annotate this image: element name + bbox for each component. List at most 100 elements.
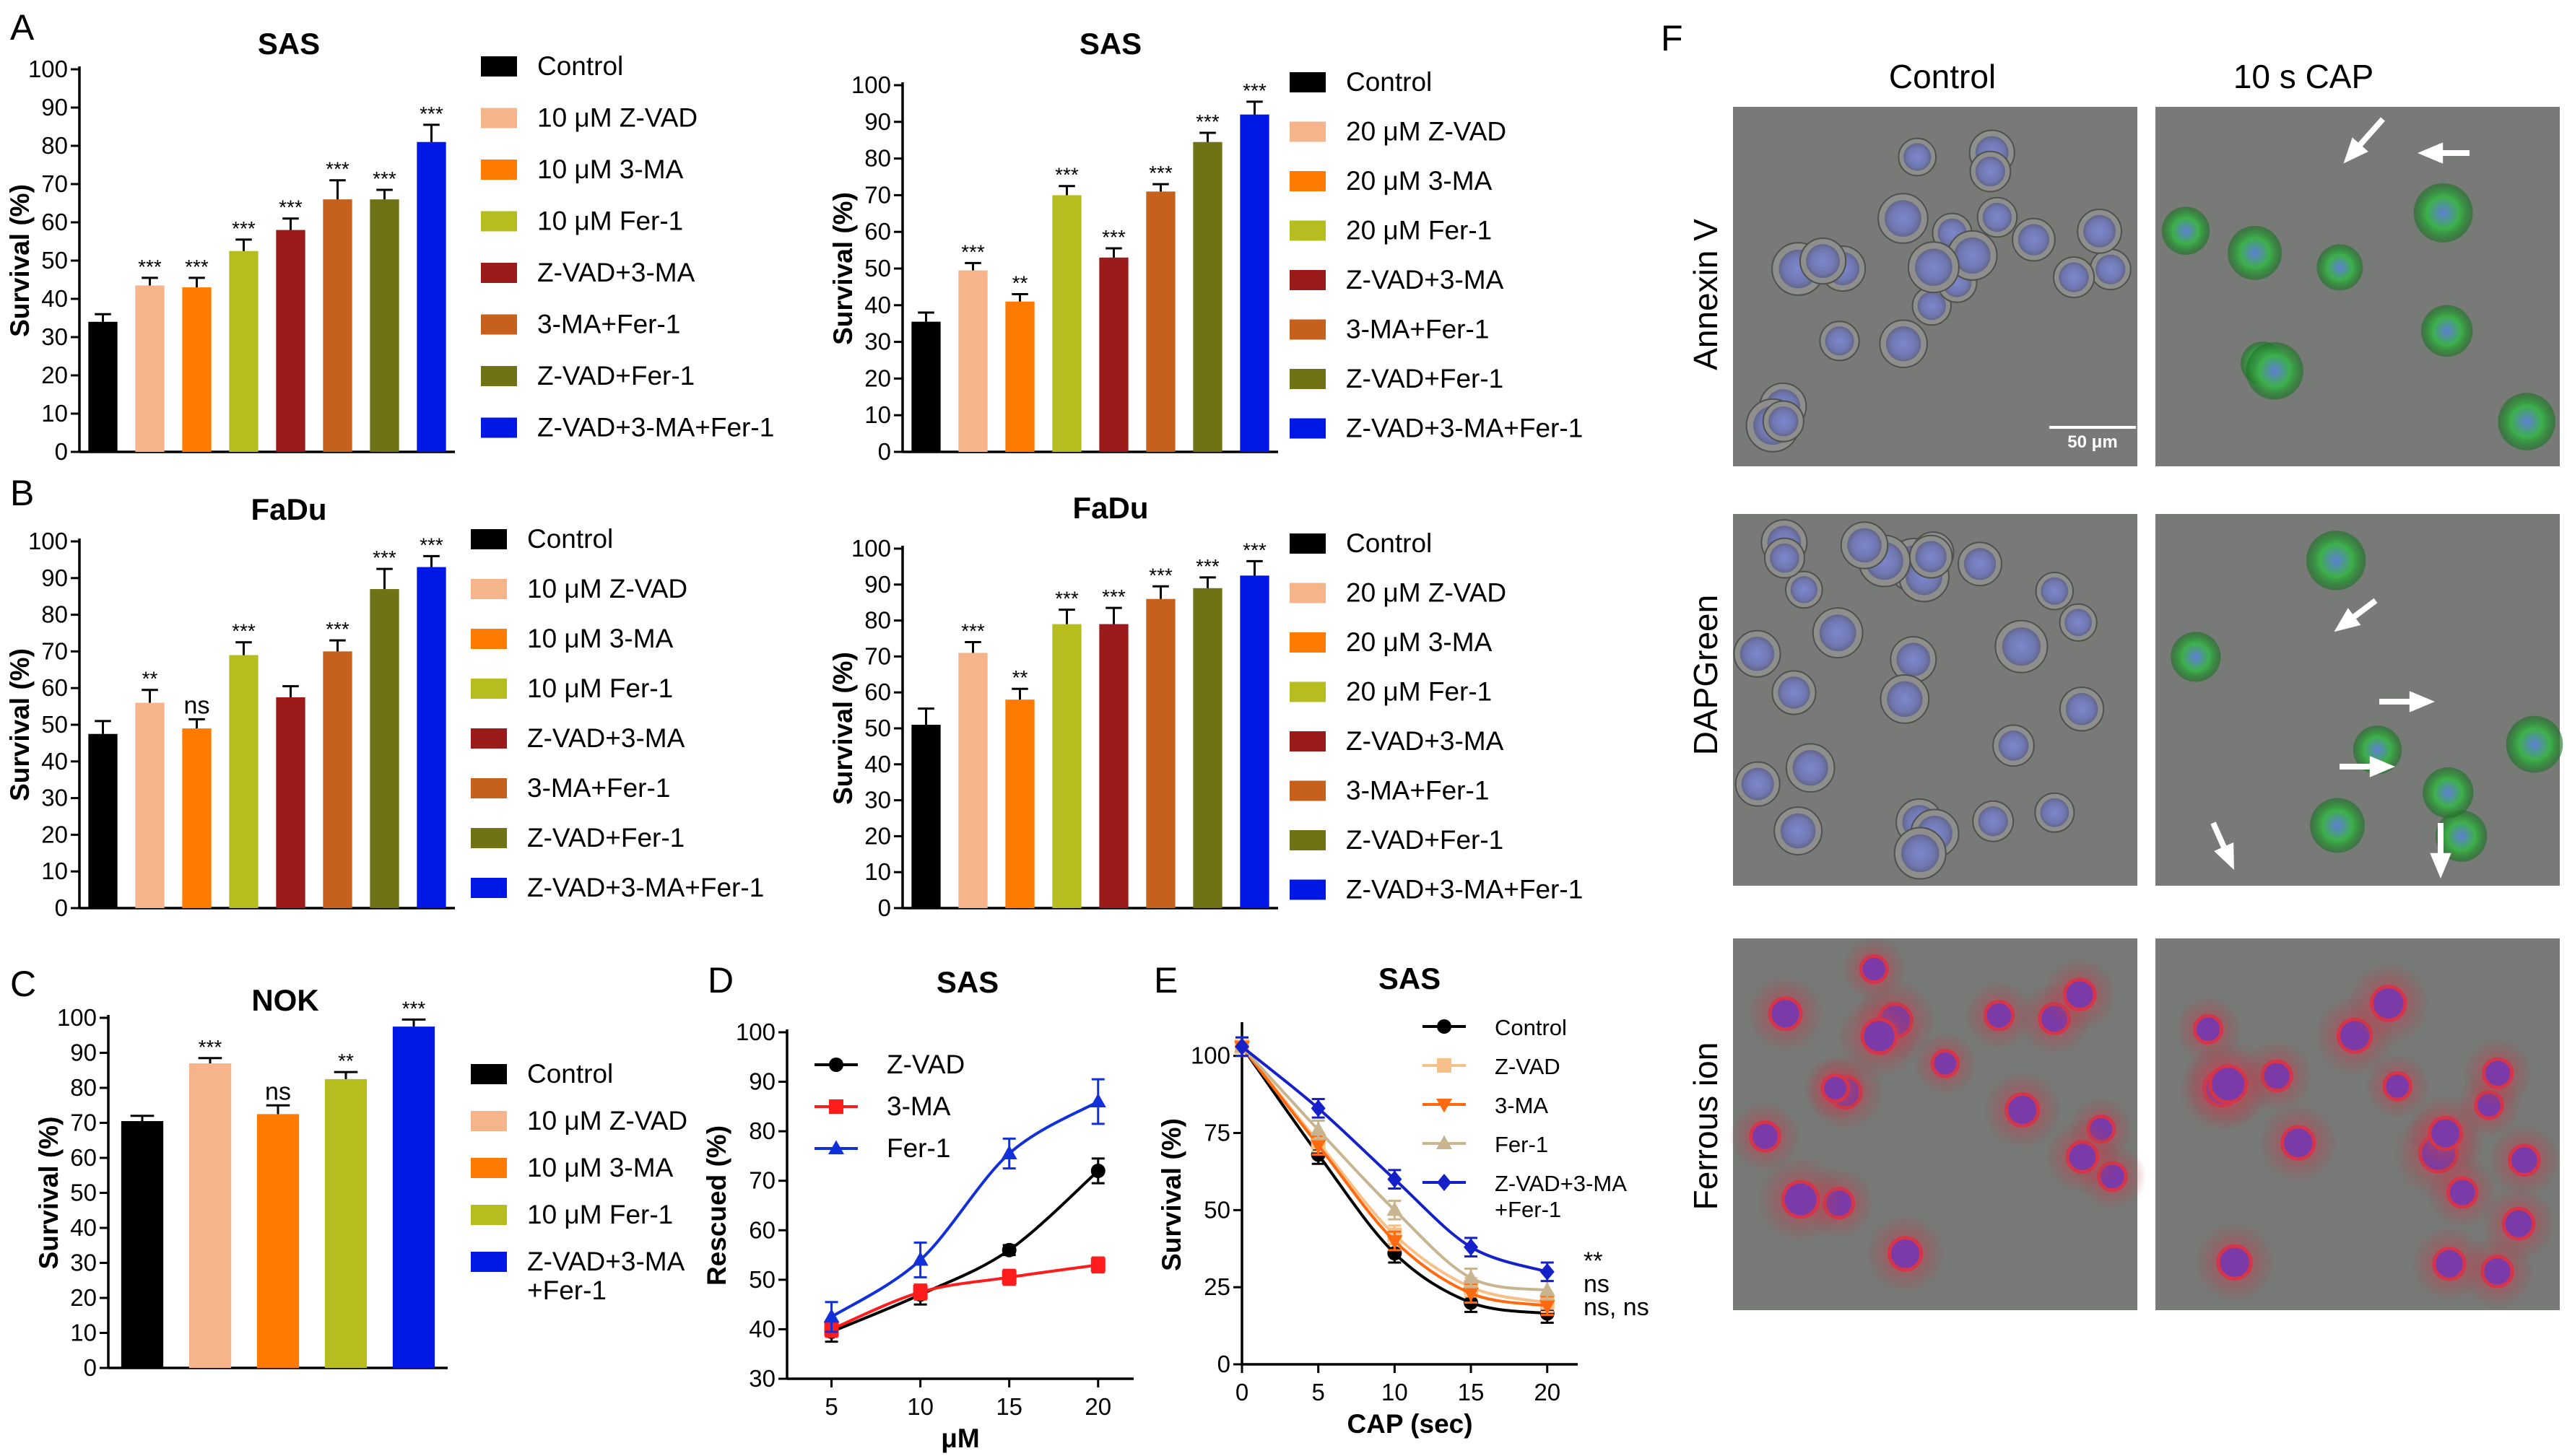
y-tick-label: 70: [70, 1110, 97, 1136]
pointer-arrowhead: [2214, 842, 2234, 871]
bar-3-ma-fer-1: [1146, 598, 1176, 908]
chart-a1: SAS Survival (%) 0 10 20 30 40 50 60 70 80 90 100 ***…: [5, 27, 774, 465]
stained-cell: [2171, 632, 2221, 682]
x-tick-label: 15: [1458, 1379, 1485, 1405]
cell-nucleus: [1770, 543, 1799, 573]
significance-label: ***: [420, 533, 443, 556]
legend-swatch-10-um-fer-1: [481, 211, 517, 232]
significance-label: **: [1012, 272, 1028, 295]
cell-nucleus: [1901, 834, 1940, 873]
significance-label: **: [142, 668, 158, 690]
legend-swatch-10-um-3-ma: [471, 1158, 507, 1178]
chart-title: SAS: [1080, 27, 1142, 61]
significance-label: ***: [138, 256, 162, 278]
cell-nucleus: [1978, 806, 2008, 837]
legend-label-fer-1: Fer-1: [1495, 1132, 1548, 1157]
data-point-3-ma: [1090, 1257, 1106, 1273]
significance-label: ***: [326, 618, 349, 640]
chart-d: SAS Rescued (%) μM 30 40 50 60 70 80 90 100 5 10 15 20…: [702, 965, 1134, 1453]
bar-z-vad-fer-1: [370, 199, 399, 452]
legend-label-control: Control: [527, 524, 613, 554]
micrograph-annexin-cap: [2155, 107, 2560, 466]
pointer-arrowhead: [2409, 691, 2435, 712]
data-point-fer-1: [1001, 1145, 1017, 1159]
legend-label-z-vad-fer-1: Z-VAD+Fer-1: [537, 361, 695, 391]
legend-label-control: Control: [1346, 528, 1432, 558]
legend-label-z-vad-3-ma: Z-VAD+3-MA: [1346, 265, 1504, 295]
y-tick-label: 30: [749, 1365, 776, 1392]
y-tick-label: 20: [864, 822, 891, 849]
cell-nucleus: [2083, 214, 2116, 248]
bar-control: [911, 725, 941, 908]
legend-swatch-z-vad-fer-1: [1290, 369, 1326, 389]
cell-nucleus: [1930, 1049, 1960, 1078]
y-tick-label: 20: [864, 365, 891, 391]
cell-nucleus: [2428, 1115, 2463, 1151]
legend-swatch-3-ma-fer-1: [481, 314, 517, 335]
stained-cell: [2161, 206, 2210, 256]
y-tick-label: 40: [864, 751, 891, 777]
legend-swatch-control: [481, 56, 517, 77]
y-tick-label: 0: [84, 1354, 97, 1381]
legend-swatch-control: [1290, 533, 1326, 554]
y-tick-label: 30: [41, 785, 68, 811]
y-tick-label: 70: [864, 642, 891, 669]
significance-label: ns: [184, 692, 210, 719]
bar-z-vad-3-ma: [1099, 624, 1129, 908]
data-point-3-ma: [1002, 1270, 1017, 1285]
cell-nucleus: [2216, 1244, 2253, 1281]
legend-swatch-3-ma-fer-1: [471, 778, 507, 798]
significance-label: ***: [279, 196, 303, 219]
y-tick-label: 80: [41, 601, 68, 628]
series-line-z-vad: [830, 1169, 1100, 1333]
legend-label-20-um-z-vad: 20 μM Z-VAD: [1346, 117, 1506, 147]
bar-20-um-z-vad: [958, 653, 988, 908]
x-tick-label: 15: [996, 1393, 1022, 1420]
legend-label-z-vad-fer-1: Z-VAD+Fer-1: [527, 823, 685, 853]
y-tick-label: 30: [70, 1250, 97, 1276]
legend-swatch-3-ma-fer-1: [1290, 319, 1326, 340]
cell-nucleus: [1847, 528, 1882, 563]
significance-label: ***: [232, 620, 256, 642]
legend-swatch-10-um-fer-1: [471, 679, 507, 699]
stained-cell: [2423, 767, 2474, 819]
y-tick-label: 60: [864, 218, 891, 245]
bar-z-vad-3-ma-fer-1: [417, 567, 446, 908]
significance-label: ***: [199, 1036, 222, 1058]
y-tick-label: 100: [28, 528, 68, 554]
y-tick-label: 20: [41, 362, 68, 388]
y-tick-label: 70: [41, 170, 68, 197]
legend-label-10-um-fer-1: 10 μM Fer-1: [537, 206, 683, 236]
legend-marker-z-vad-3-ma-fer-1: [1437, 1174, 1451, 1191]
series-line-fer-1: [830, 1100, 1099, 1318]
legend-swatch-z-vad-3-ma-fer-1: [471, 1252, 507, 1272]
cell-nucleus: [1778, 676, 1810, 709]
stained-cell: [2310, 798, 2365, 853]
y-tick-label: 50: [1204, 1196, 1230, 1223]
legend-label-control: Control: [1495, 1015, 1567, 1040]
y-tick-label: 50: [864, 255, 891, 282]
significance-label: ***: [326, 158, 349, 180]
micrograph-ferrous-cap: [2155, 938, 2561, 1310]
legend-swatch-z-vad-fer-1: [471, 828, 507, 848]
data-point-z-vad-3-ma-fer-1: [1311, 1099, 1326, 1117]
significance-label: ***: [420, 103, 443, 125]
legend-swatch-20-um-3-ma: [1290, 632, 1326, 653]
legend-label-fer-1: Fer-1: [887, 1133, 950, 1163]
legend-label-10-um-3-ma: 10 μM 3-MA: [527, 1153, 674, 1182]
microscopy-panel: Control 10 s CAP Annexin V DAPGreen Ferr…: [1687, 58, 2563, 1310]
cell-nucleus: [2040, 798, 2069, 827]
cell-nucleus: [1896, 642, 1931, 676]
significance-label: ***: [1243, 539, 1267, 561]
y-tick-label: 80: [41, 132, 68, 159]
bar-control: [88, 321, 118, 452]
cell-nucleus: [2382, 1071, 2412, 1102]
bar-z-vad-3-ma-fer-1: [392, 1026, 435, 1368]
cell-nucleus: [1825, 326, 1854, 356]
x-tick-label: 0: [1235, 1379, 1248, 1405]
bar-z-vad-3-ma: [276, 697, 305, 908]
cell-nucleus: [2059, 262, 2089, 292]
legend-label-z-vad-3-ma-fer-1-line0: Z-VAD+3-MA: [1495, 1171, 1627, 1196]
